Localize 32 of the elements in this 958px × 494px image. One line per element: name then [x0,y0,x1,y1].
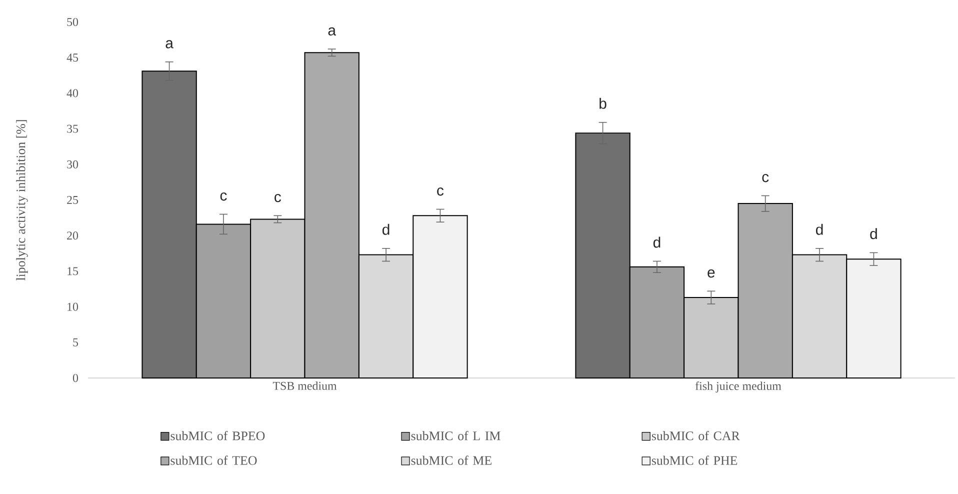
y-tick-label: 40 [66,89,78,98]
annotation: d [870,228,877,240]
legend-label: subMIC of BPEO [170,431,265,440]
legend-label: subMIC of CAR [652,431,740,440]
legend-label: subMIC of TEO [170,456,257,465]
annotation: e [708,269,715,278]
y-tick-label: 50 [67,18,78,26]
annotation: c [762,174,769,182]
y-tick-label: 35 [67,124,78,133]
legend-label: subMIC of PHE [652,456,738,465]
annotation: d [816,224,823,235]
annotation: a [166,40,174,48]
annotation: c [437,188,444,196]
x-tick-label: fish juice medium [695,382,782,392]
y-tick-label: 45 [66,54,78,62]
y-tick-label: 10 [68,302,78,311]
x-tick-label: TSB medium [272,382,337,390]
annotation: c [220,192,227,201]
annotation: d [382,224,390,235]
y-tick-label: 30 [67,160,78,168]
y-axis-title: lipolytic activity inhibition [%] [16,120,28,280]
y-tick-label: 15 [68,267,78,276]
legend-label: subMIC of ME [411,456,492,465]
annotation: d [653,236,660,248]
annotation: b [600,98,606,109]
y-tick-label: 0 [72,374,78,382]
y-tick-label: 25 [67,196,78,204]
y-tick-label: 20 [67,232,78,240]
y-tick-label: 5 [73,338,78,346]
annotation: a [328,27,336,36]
annotation: c [274,194,282,202]
legend-label: subMIC of L IM [411,431,500,440]
